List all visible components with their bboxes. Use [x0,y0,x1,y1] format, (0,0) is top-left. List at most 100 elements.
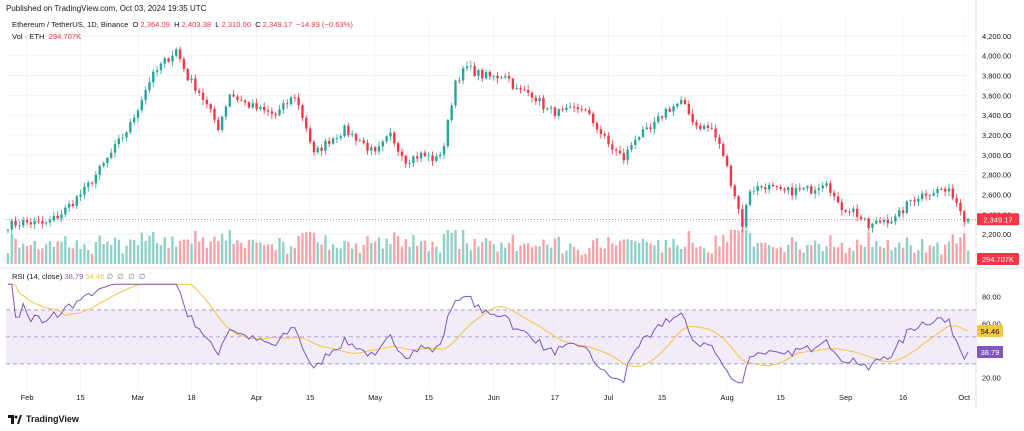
time-tick-label: Oct [958,393,971,402]
volume-bar [588,248,591,264]
tradingview-footer[interactable]: TradingView [8,414,79,424]
volume-label[interactable]: Vol · ETH [12,32,45,41]
volume-bar [565,250,568,264]
candle-body [243,100,247,103]
volume-bar [836,247,840,264]
price-tick-label: 2,600.00 [982,190,1011,199]
volume-bar [358,252,362,264]
volume-bar [718,246,721,264]
candle-body [197,90,201,93]
candle-body [886,219,889,224]
volume-bar [469,249,472,264]
rsi-ma-badge-text: 54.46 [981,327,1000,336]
volume-bar [18,247,21,264]
volume-bar [473,238,476,264]
candle-body [419,152,423,159]
candle-body [806,186,809,189]
volume-bar [645,241,648,264]
candle-body [362,140,365,143]
candle-body [924,193,928,196]
candle-body [121,137,124,139]
candle-body [293,97,297,99]
volume-bar [431,241,434,264]
candle-body [48,220,52,223]
volume-bar [60,241,63,264]
volume-bar [178,241,182,264]
candle-body [767,184,771,190]
candle-body [442,146,446,155]
volume-bar [924,252,928,264]
volume-bar [446,230,450,264]
volume-bar [278,238,281,264]
volume-bar [668,247,671,264]
rsi-label[interactable]: RSI (14, close) [12,272,63,281]
volume-bar [354,243,358,264]
volume-bar [132,240,136,264]
volume-bar [285,253,289,264]
candle-body [890,221,893,224]
volume-bar [194,231,197,264]
volume-bar [530,247,534,264]
volume-bar [936,242,939,264]
candle-body [289,97,293,105]
rsi-tick-label: 20.00 [982,373,1001,382]
volume-legend: Vol · ETH 294.707K [12,32,83,41]
volume-bar [614,245,618,264]
candle-body [159,63,163,71]
candle-body [205,99,209,105]
volume-bar [882,247,886,264]
candle-body [171,55,174,62]
volume-bar [859,244,863,264]
price-legend: Ethereum / TetherUS, 1D, Binance O 2,364.… [12,20,355,29]
candle-body [810,186,813,194]
low-label: L [215,20,220,29]
volume-bar [324,235,327,264]
volume-bar [366,235,369,264]
candle-body [653,121,656,129]
time-tick-label: Jun [488,393,500,402]
candle-body [664,108,668,118]
volume-bar [511,234,515,264]
price-tick-label: 3,200.00 [982,131,1011,140]
candle-body [44,222,48,224]
candle-body [940,188,943,190]
volume-bar [794,241,798,264]
candle-body [385,136,388,142]
volume-bar [607,237,610,264]
candle-body [228,94,231,107]
candle-body [840,202,844,211]
volume-bar [110,244,113,264]
volume-bar [167,247,170,264]
candle-body [905,201,909,213]
volume-bar [821,251,824,264]
candle-body [224,106,228,117]
volume-bar [920,239,924,264]
volume-bar [492,244,495,264]
volume-bar [664,239,668,264]
candle-body [534,97,538,102]
volume-bar [94,242,98,264]
close-label: C [255,20,261,29]
volume-bar [305,232,308,264]
candle-body [668,108,671,112]
candle-body [894,216,897,222]
symbol-label[interactable]: Ethereum / TetherUS, 1D, Binance [12,20,129,29]
volume-bar [737,230,740,264]
candle-body [909,200,912,202]
candle-body [331,138,335,144]
candle-body [113,144,117,153]
candle-body [87,182,90,187]
candle-body [427,155,430,157]
volume-bar [679,248,683,264]
candle-body [52,215,56,221]
volume-bar [905,237,909,264]
candle-body [94,174,98,184]
volume-bar [798,249,801,264]
candle-body [255,103,258,109]
candle-body [25,220,29,223]
volume-bar [251,239,254,264]
volume-bar [320,244,323,264]
volume-bar [175,246,178,264]
